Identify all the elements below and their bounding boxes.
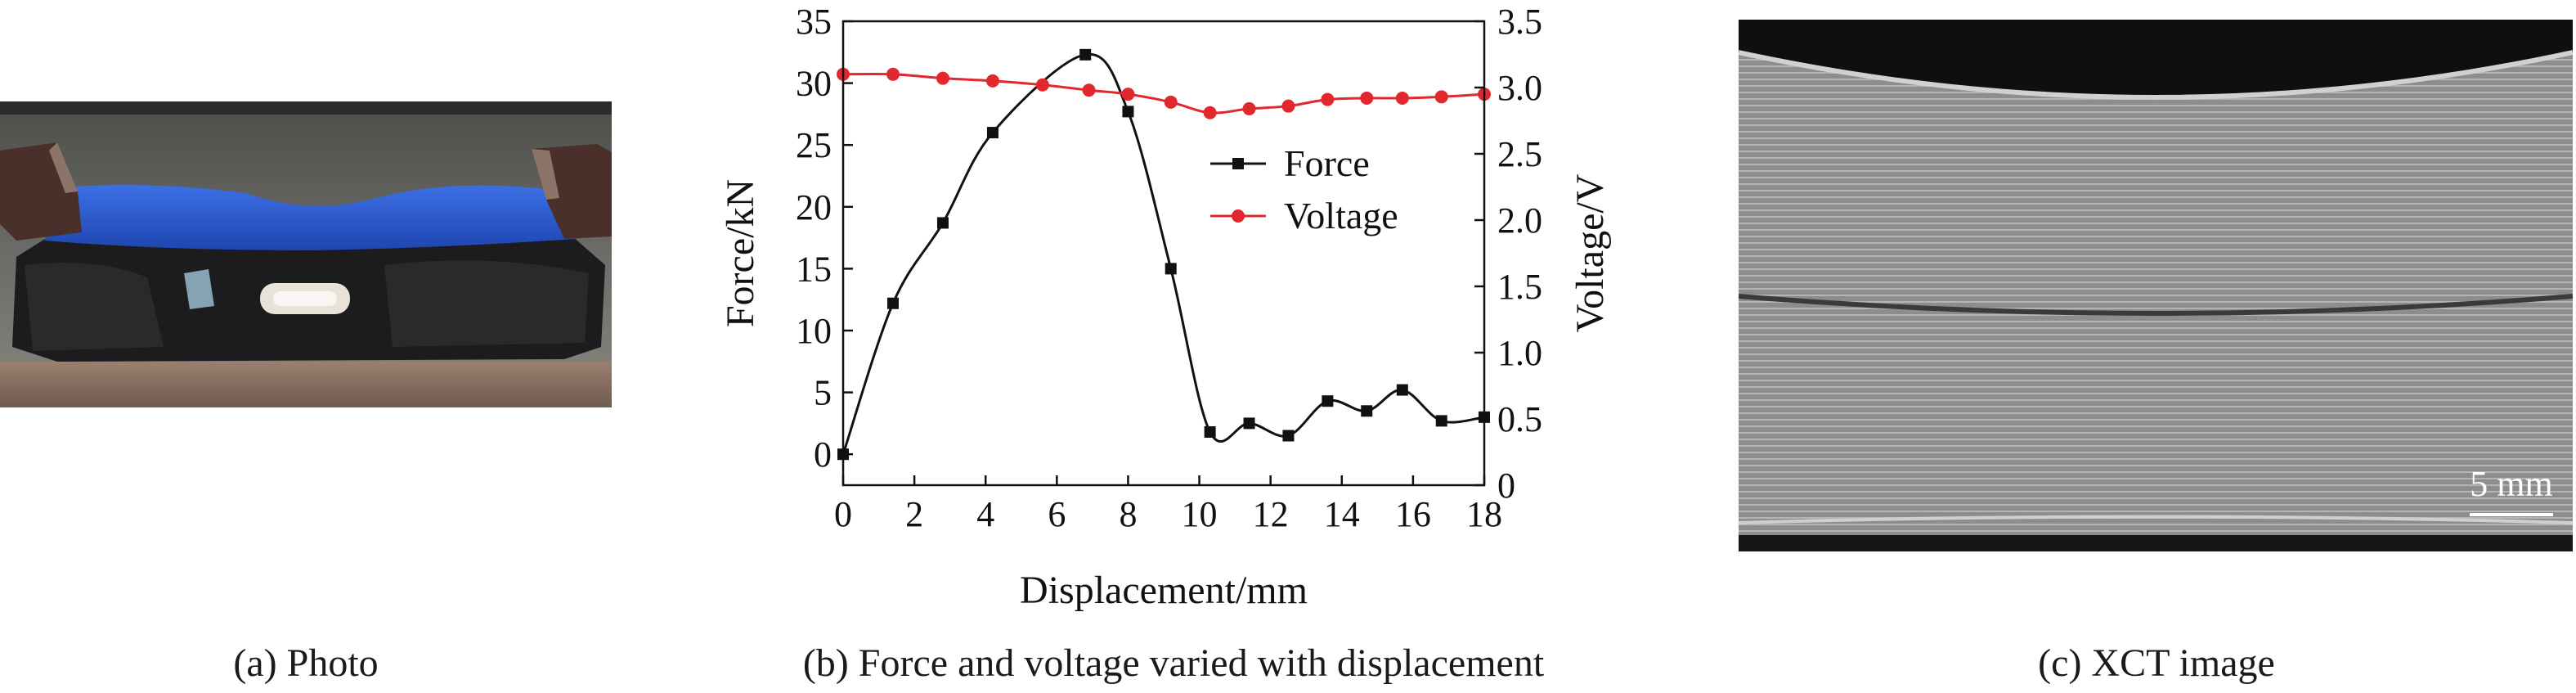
- force-point: [1204, 425, 1216, 438]
- force-point: [1396, 384, 1408, 396]
- y-left-tick-label: 10: [796, 311, 832, 351]
- scale-bar-label: 5 mm: [2470, 464, 2552, 504]
- x-tick-label: 6: [1048, 494, 1066, 534]
- y-right-tick-label: 3.0: [1497, 68, 1542, 108]
- voltage-point: [1203, 106, 1217, 119]
- caption-xct: (c) XCT image: [2038, 641, 2275, 685]
- x-tick-label: 10: [1182, 494, 1218, 534]
- x-axis-label: Displacement/mm: [1020, 569, 1308, 612]
- y-left-tick-label: 20: [796, 187, 832, 227]
- x-tick-label: 18: [1466, 494, 1502, 534]
- force-point: [1435, 415, 1447, 427]
- voltage-point: [1242, 101, 1256, 115]
- force-point: [936, 217, 949, 229]
- y-left-tick-label: 5: [814, 373, 832, 413]
- voltage-point: [985, 74, 999, 88]
- voltage-point: [1082, 83, 1096, 97]
- voltage-point: [1121, 88, 1135, 101]
- legend-voltage-marker: [1232, 209, 1245, 223]
- photo-image: [0, 101, 612, 407]
- force-point: [886, 297, 899, 309]
- voltage-point: [1321, 92, 1335, 106]
- legend-force-label: Force: [1284, 142, 1370, 184]
- y-left-tick-label: 25: [796, 125, 832, 165]
- y-right-tick-label: 1.5: [1497, 267, 1542, 307]
- y-right-tick-label: 0.5: [1497, 399, 1542, 439]
- y-right-axis-label: Voltage/V: [1568, 173, 1612, 332]
- y-right-tick-label: 2.5: [1497, 134, 1542, 174]
- voltage-point: [886, 67, 900, 81]
- y-left-tick-label: 15: [796, 249, 832, 289]
- force-voltage-chart: 0 2 4 6 8 10 12 14 16 18 0 5 10 15 20 25 30 35 0 0.5 1.0 1.5 2…: [687, 0, 1668, 630]
- caption-photo: (a) Photo: [233, 641, 379, 685]
- y-right-tick-label: 1.0: [1497, 333, 1542, 373]
- force-line: [841, 52, 1485, 455]
- force-point: [1165, 263, 1177, 275]
- y-left-axis-label: Force/kN: [719, 179, 762, 327]
- x-tick-label: 16: [1395, 494, 1431, 534]
- x-tick-label: 12: [1253, 494, 1289, 534]
- voltage-line: [842, 72, 1485, 115]
- voltage-point: [1434, 90, 1448, 104]
- xct-image: 5 mm: [1738, 20, 2574, 551]
- voltage-point: [1281, 99, 1295, 113]
- legend-force-marker: [1232, 158, 1244, 169]
- y-left-tick-label: 30: [796, 64, 832, 104]
- y-right-tick-label: 2.0: [1497, 200, 1542, 241]
- y-left-tick-label: 35: [796, 2, 832, 42]
- y-right-tick-label: 3.5: [1497, 2, 1542, 42]
- x-tick-label: 8: [1119, 494, 1137, 534]
- voltage-point: [1360, 91, 1374, 105]
- force-point: [986, 127, 999, 139]
- pouch-cell-photo: [0, 101, 612, 407]
- y-left-tick-label: 0: [814, 434, 832, 475]
- chart-svg: 0 2 4 6 8 10 12 14 16 180510152025303500.51.01.52…: [719, 2, 1612, 612]
- voltage-point: [936, 71, 949, 85]
- x-tick-label: 2: [905, 494, 923, 534]
- x-tick-label: 4: [976, 494, 994, 534]
- force-point: [1243, 417, 1255, 430]
- force-point: [1282, 430, 1295, 442]
- x-tick-label: 0: [834, 494, 852, 534]
- force-point: [1361, 405, 1373, 417]
- force-point: [1322, 395, 1334, 407]
- force-point: [1122, 106, 1134, 118]
- x-tick-label: 14: [1324, 494, 1360, 534]
- voltage-point: [1395, 91, 1409, 105]
- voltage-point: [1164, 95, 1178, 109]
- y-right-tick-label: 0: [1497, 466, 1515, 506]
- xct-scan: 5 mm: [1738, 20, 2574, 551]
- plot-frame: [841, 20, 1486, 487]
- caption-chart: (b) Force and voltage varied with displa…: [802, 641, 1545, 685]
- voltage-point: [1035, 78, 1049, 92]
- legend-voltage-label: Voltage: [1284, 195, 1398, 236]
- force-point: [1079, 48, 1092, 61]
